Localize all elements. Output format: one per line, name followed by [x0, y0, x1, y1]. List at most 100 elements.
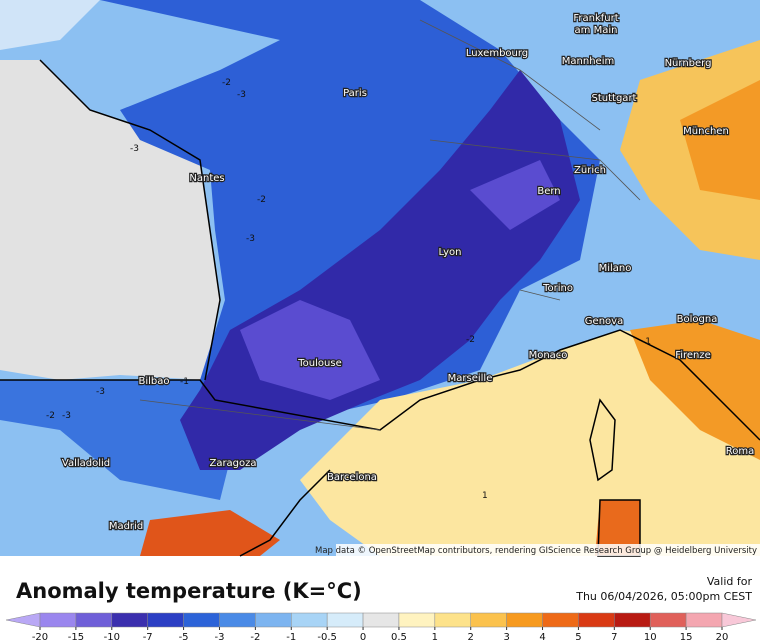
colorbar-swatch	[183, 612, 220, 628]
contour-label: -2	[257, 195, 266, 205]
colorbar-swatch	[398, 612, 436, 628]
valid-date: Thu 06/04/2026, 05:00pm CEST	[575, 590, 752, 603]
colorbar-arrow	[721, 612, 757, 628]
colorbar-tick-label: -2	[250, 632, 260, 640]
cold-region	[100, 0, 600, 450]
attribution: Map data © OpenStreetMap contributors, r…	[315, 546, 757, 556]
mixed-north	[0, 0, 100, 50]
legend-title: Anomaly temperature (K=°C)	[16, 579, 362, 603]
contour-label: -3	[130, 144, 139, 154]
city-label: Bern	[537, 186, 560, 197]
city-label: Bilbao	[138, 376, 169, 387]
city-label: Stuttgart	[592, 93, 637, 104]
colorbar-swatch	[578, 612, 615, 628]
cold-core-alps	[470, 160, 560, 230]
colorbar-swatch	[75, 612, 113, 628]
city-label: Mannheim	[562, 56, 614, 67]
cold-iberia	[0, 380, 230, 500]
colorbar-swatch	[434, 612, 471, 628]
city-label: Lyon	[438, 247, 461, 258]
city-label: Milano	[599, 263, 632, 274]
colorbar-tick-label: 2	[468, 632, 474, 640]
map: Map data © OpenStreetMap contributors, r…	[0, 0, 760, 557]
colorbar-tick-label: 15	[680, 632, 693, 640]
city-label: München	[683, 126, 729, 137]
city-label: Paris	[343, 88, 367, 99]
colorbar-swatch	[111, 612, 148, 628]
colorbar-tick-label: -3	[214, 632, 224, 640]
colorbar-swatch	[219, 612, 256, 628]
colorbar-tick-label: -15	[68, 632, 84, 640]
contour-label: -3	[246, 234, 255, 244]
city-label: Firenze	[675, 350, 711, 361]
colorbar-swatch	[291, 612, 328, 628]
city-label: Madrid	[109, 521, 143, 532]
colorbar-tick-label: 20	[716, 632, 729, 640]
colorbar-tick-label: 4	[539, 632, 545, 640]
contour-labels: -2 -3 -3 -2 -3 -1 -2 -3 -3 -2 -1 1	[46, 78, 651, 501]
colorbar-swatch	[362, 612, 400, 628]
valid-for: Valid for	[707, 575, 753, 588]
colorbar-tick-label: 0	[360, 632, 366, 640]
colorbar-swatch	[614, 612, 651, 628]
attribution-bg	[336, 544, 760, 556]
city-labels: Frankfurt am Main Luxembourg Mannheim Nü…	[61, 12, 756, 533]
city-label: Toulouse	[297, 358, 341, 369]
colorbar-swatch	[685, 612, 723, 628]
contour-label: -3	[237, 90, 246, 100]
warm-mediterranean	[300, 330, 760, 556]
city-label: Barcelona	[327, 472, 377, 483]
contour-label: -3	[62, 411, 71, 421]
city-label: Torino	[542, 283, 573, 294]
city-label: Nantes	[189, 173, 224, 184]
contour-label: -3	[96, 387, 105, 397]
colorbar-swatch	[147, 612, 184, 628]
colorbar-tick-label: 5	[575, 632, 581, 640]
city-label: Genova	[585, 316, 623, 327]
city-label: Roma	[726, 446, 755, 457]
colorbar-tick-label: 1	[432, 632, 438, 640]
colorbar-tick-label: 3	[503, 632, 509, 640]
contour-label: -2	[466, 335, 475, 345]
city-label: Luxembourg	[466, 48, 528, 59]
colorbar-swatch	[649, 612, 687, 628]
city-label: Valladolid	[62, 458, 110, 469]
city-label: Frankfurt	[573, 13, 618, 24]
city-label: Nürnberg	[665, 58, 712, 69]
contour-label: -2	[46, 411, 55, 421]
colorbar-swatch	[39, 612, 77, 628]
contour-label: -1	[642, 337, 651, 347]
borders	[139, 19, 641, 431]
warmer-east	[680, 80, 760, 200]
cold-core	[240, 300, 380, 400]
colorbar-tick-label: -1	[286, 632, 296, 640]
city-label: Zürich	[574, 165, 606, 176]
colorbar-swatch	[255, 612, 292, 628]
hot-spain	[140, 510, 280, 556]
colorbar-tick-label: -7	[143, 632, 153, 640]
colorbar-tick-label: 7	[611, 632, 617, 640]
colorbar: -20 -15 -10 -7 -5 -3 -2 -1 -0.5 0 0.5 1 2 3 4 5 7 10 15 20	[5, 612, 757, 643]
city-label: Marseille	[448, 373, 493, 384]
colorbar-swatch	[506, 612, 543, 628]
colorbar-tick-label: -5	[179, 632, 189, 640]
colorbar-tick-label: -10	[104, 632, 120, 640]
city-label: Bologna	[677, 314, 718, 325]
colorbar-tick-label: 0.5	[391, 632, 407, 640]
city-label: am Main	[575, 25, 618, 36]
colorbar-swatch	[326, 612, 364, 628]
city-label: Monaco	[529, 350, 568, 361]
colorbar-tick-label: 10	[644, 632, 657, 640]
colorbar-tick-label: -0.5	[317, 632, 337, 640]
colorbar-arrow	[5, 612, 41, 628]
coastline	[0, 59, 760, 557]
colorbar-swatch	[542, 612, 579, 628]
contour-label: -1	[180, 377, 189, 387]
warm-italy	[630, 320, 760, 460]
contour-label: 1	[482, 491, 488, 501]
hot-sardinia	[595, 500, 640, 556]
colorbar-tick-label: -20	[32, 632, 48, 640]
colorbar-swatch	[470, 612, 507, 628]
